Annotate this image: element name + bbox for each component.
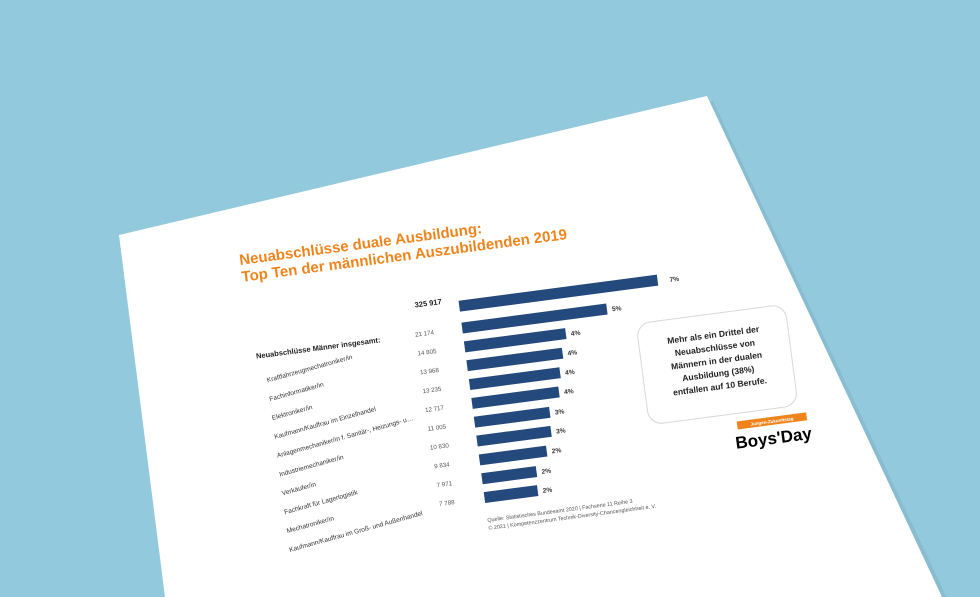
bar-10 <box>483 485 539 504</box>
bar-count-4: 13 235 <box>422 386 442 395</box>
bar-percent-7: 3% <box>556 427 566 435</box>
callout: Mehr als ein Drittel der Neuabschlüsse v… <box>637 305 797 424</box>
bar-percent-9: 2% <box>541 468 551 476</box>
bar-percent-10: 2% <box>542 487 552 495</box>
bar-count-6: 11 005 <box>427 423 447 432</box>
bar-8 <box>478 445 548 466</box>
bar-2 <box>463 328 567 353</box>
bar-percent-2: 4% <box>571 330 581 338</box>
total-bar-percent: 7% <box>669 276 679 284</box>
bar-7 <box>476 425 552 447</box>
bar-6 <box>473 406 551 428</box>
bar-count-8: 9 834 <box>434 461 451 470</box>
bar-3 <box>466 347 564 372</box>
document-sheet <box>119 96 942 597</box>
bar-1 <box>461 303 608 334</box>
total-value: 325 917 <box>414 297 442 309</box>
bar-count-3: 13 968 <box>420 367 440 376</box>
logo-banner-text: Jungen-Zukunftstag <box>750 416 794 427</box>
bar-percent-3: 4% <box>567 349 577 357</box>
logo-banner <box>736 412 808 430</box>
bar-percent-6: 3% <box>554 408 564 416</box>
bar-percent-1: 5% <box>612 305 622 313</box>
bar-percent-8: 2% <box>551 447 561 455</box>
bar-count-1: 21 174 <box>415 329 435 338</box>
bar-count-9: 7 971 <box>436 480 453 489</box>
bar-count-2: 14 805 <box>417 348 437 357</box>
callout-box <box>637 305 797 424</box>
bar-count-10: 7 788 <box>439 499 456 508</box>
total-bar <box>458 274 659 312</box>
bar-count-5: 12 717 <box>425 405 445 414</box>
bar-percent-5: 4% <box>564 388 574 396</box>
bar-percent-4: 4% <box>565 369 575 377</box>
bar-5 <box>471 386 560 409</box>
bar-count-7: 10 830 <box>430 442 450 451</box>
bar-9 <box>481 466 538 485</box>
bar-4 <box>468 367 561 391</box>
